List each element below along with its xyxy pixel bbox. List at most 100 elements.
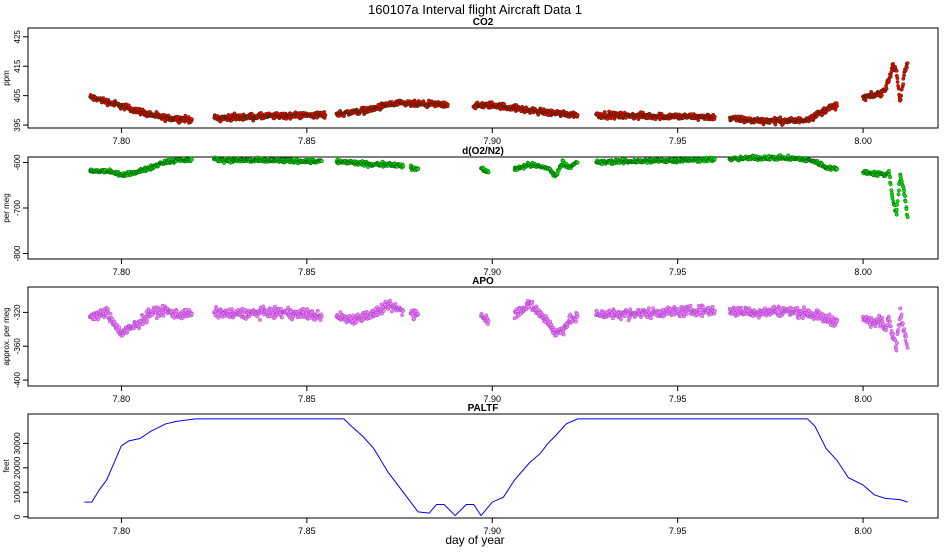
panel-title: d(O2/N2) [462, 146, 504, 157]
data-point [700, 314, 704, 319]
x-tick-label: 7.95 [669, 394, 687, 404]
data-point [902, 188, 906, 193]
series-points [594, 109, 717, 123]
series-line [84, 418, 908, 517]
data-point [739, 305, 744, 310]
data-point [390, 309, 394, 314]
data-point [884, 86, 889, 91]
series-points [88, 93, 194, 125]
series-points [212, 304, 324, 322]
data-point [628, 307, 633, 312]
data-point [189, 117, 194, 122]
data-point [894, 212, 899, 217]
data-point [161, 313, 166, 318]
series-points [728, 101, 839, 127]
data-point [530, 299, 535, 304]
data-point [888, 182, 893, 187]
data-point [877, 313, 882, 318]
x-tick-label: 7.95 [669, 526, 687, 536]
data-point [901, 76, 906, 81]
data-point [899, 93, 904, 98]
data-point [712, 114, 717, 119]
data-point [486, 318, 491, 323]
data-point [904, 207, 909, 211]
panel-1: d(O2/N2) 7.80 7.85 7.90 7.95 8.00 -800 -700 -600… [2, 146, 939, 277]
data-point [575, 314, 580, 319]
y-tick-label: -320 [13, 304, 22, 321]
data-point [895, 199, 900, 204]
y-tick-label: -360 [13, 338, 22, 355]
data-point [388, 298, 392, 303]
series-points [408, 308, 420, 322]
panel-3: PALTF 7.80 7.85 7.90 7.95 8.00 0 10000 200003000… [2, 403, 939, 536]
plot-frame [27, 27, 939, 129]
data-point [898, 97, 903, 102]
data-point [112, 319, 117, 324]
data-point [827, 312, 832, 317]
x-tick-label: 7.85 [298, 394, 316, 404]
y-axis-label: approx. per meg [2, 307, 11, 365]
data-point [773, 122, 778, 127]
x-tick-label: 8.00 [854, 136, 872, 146]
data-point [602, 110, 607, 114]
panel-title: CO2 [473, 17, 494, 28]
y-tick-label: -600 [13, 154, 22, 171]
y-tick-label: 20000 [13, 456, 22, 479]
panel-0: CO2 7.80 7.85 7.90 7.95 8.00 395 405 415 425 ppm [2, 17, 939, 146]
x-tick-label: 7.80 [113, 394, 131, 404]
x-axis-label: day of year [445, 533, 504, 547]
y-tick-label: -700 [13, 199, 22, 216]
data-point [880, 315, 884, 320]
data-point [900, 321, 905, 326]
data-point [889, 188, 894, 193]
data-point [904, 334, 908, 339]
data-point [888, 324, 893, 328]
data-point [416, 167, 420, 172]
data-point [527, 305, 532, 310]
data-point [319, 314, 324, 319]
data-point [622, 314, 627, 319]
series-points [512, 158, 580, 179]
x-tick-label: 7.95 [669, 136, 687, 146]
x-tick-label: 8.00 [854, 526, 872, 536]
data-point [401, 164, 406, 169]
data-point [649, 316, 653, 321]
data-point [393, 301, 398, 306]
data-point [897, 188, 901, 193]
data-point [412, 316, 417, 321]
data-point [257, 317, 262, 322]
series-points [594, 303, 717, 323]
data-point [895, 76, 900, 81]
data-point [140, 314, 145, 318]
x-tick-label: 7.80 [113, 526, 131, 536]
data-point [486, 170, 491, 175]
x-tick-label: 7.90 [484, 526, 502, 536]
data-point [898, 306, 903, 311]
series-points [861, 61, 910, 103]
data-point [355, 312, 360, 317]
y-tick-label: -800 [13, 245, 22, 262]
data-point [92, 317, 97, 322]
y-axis-label: feet [2, 459, 11, 473]
data-point [888, 319, 892, 324]
data-point [710, 304, 715, 309]
data-point [216, 315, 221, 320]
data-point [801, 316, 805, 321]
data-point [322, 110, 327, 114]
data-point [106, 307, 110, 312]
data-point [903, 194, 907, 199]
series-points [860, 306, 910, 353]
series-points [861, 168, 910, 220]
y-tick-label: 405 [13, 88, 22, 102]
data-point [881, 322, 886, 327]
data-point [891, 332, 896, 336]
data-point [888, 175, 892, 180]
panel-title: APO [472, 276, 494, 287]
x-tick-label: 7.80 [113, 136, 131, 146]
data-point [824, 313, 828, 318]
data-point [318, 318, 323, 322]
series-points [512, 298, 580, 338]
data-point [905, 61, 910, 66]
data-point [712, 157, 717, 162]
data-point [895, 341, 899, 345]
